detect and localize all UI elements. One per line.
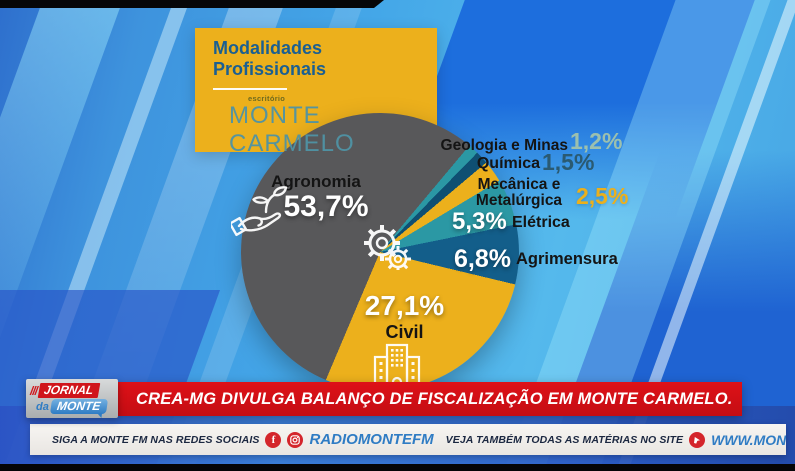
ticker-site-prompt: VEJA TAMBÉM TODAS AS MATÉRIAS NO SITE — [445, 433, 684, 446]
slice-label-civil: Civil — [385, 322, 424, 342]
slice-value-mecanica: 2,5% — [576, 183, 629, 209]
ticker-bar: SIGA A MONTE FM NAS REDES SOCIAIS f RADI… — [30, 424, 786, 455]
slice-label-agrimensura: Agrimensura — [516, 250, 618, 268]
slice-value-civil: 27,1% — [364, 290, 445, 321]
logo-row-2: da MONTE — [30, 399, 114, 414]
logo-jornal: JORNAL — [37, 383, 101, 398]
slice-value-geologia: 1,2% — [570, 128, 623, 154]
ticker-site-url: WWW.MONTEFM.COM.BR — [711, 431, 786, 448]
ticker-social-prompt: SIGA A MONTE FM NAS REDES SOCIAIS — [52, 433, 260, 446]
slice-value-agronomia: 53,7% — [283, 190, 369, 223]
slice-label-geologia: Geologia e Minas — [440, 137, 568, 154]
facebook-glyph: f — [271, 433, 276, 446]
cursor-icon — [689, 431, 706, 448]
program-logo: /// JORNAL da MONTE — [26, 379, 118, 418]
ticker-content: SIGA A MONTE FM NAS REDES SOCIAIS f RADI… — [52, 431, 786, 448]
headline-banner: CREA-MG DIVULGA BALANÇO DE FISCALIZAÇÃO … — [116, 382, 742, 416]
headline-text: CREA-MG DIVULGA BALANÇO DE FISCALIZAÇÃO … — [136, 389, 733, 408]
slice-value-quimica: 1,5% — [542, 149, 595, 175]
logo-slashes: /// — [30, 383, 38, 398]
building-icon — [373, 343, 421, 389]
instagram-icon — [287, 431, 304, 448]
slice-label-eletrica: Elétrica — [512, 214, 570, 231]
slice-value-eletrica: 5,3% — [452, 208, 507, 235]
hand-sprout-icon — [231, 186, 288, 237]
top-black-bar — [0, 0, 384, 8]
pie-chart — [241, 113, 519, 391]
bottom-black-bar — [0, 464, 795, 471]
slice-value-agrimensura: 6,8% — [454, 245, 511, 273]
gears-icon — [364, 225, 411, 270]
logo-da: da — [36, 400, 49, 413]
slice-label-mecanica: Mecânica e Metalúrgica — [475, 176, 563, 210]
logo-row-1: /// JORNAL — [30, 383, 114, 398]
facebook-icon: f — [265, 431, 282, 448]
slice-label-quimica: Química — [476, 155, 540, 172]
logo-monte: MONTE — [49, 399, 109, 414]
slice-label-agronomia: Agronomia — [271, 172, 361, 191]
ticker-social-handle: RADIOMONTEFM — [309, 431, 434, 448]
